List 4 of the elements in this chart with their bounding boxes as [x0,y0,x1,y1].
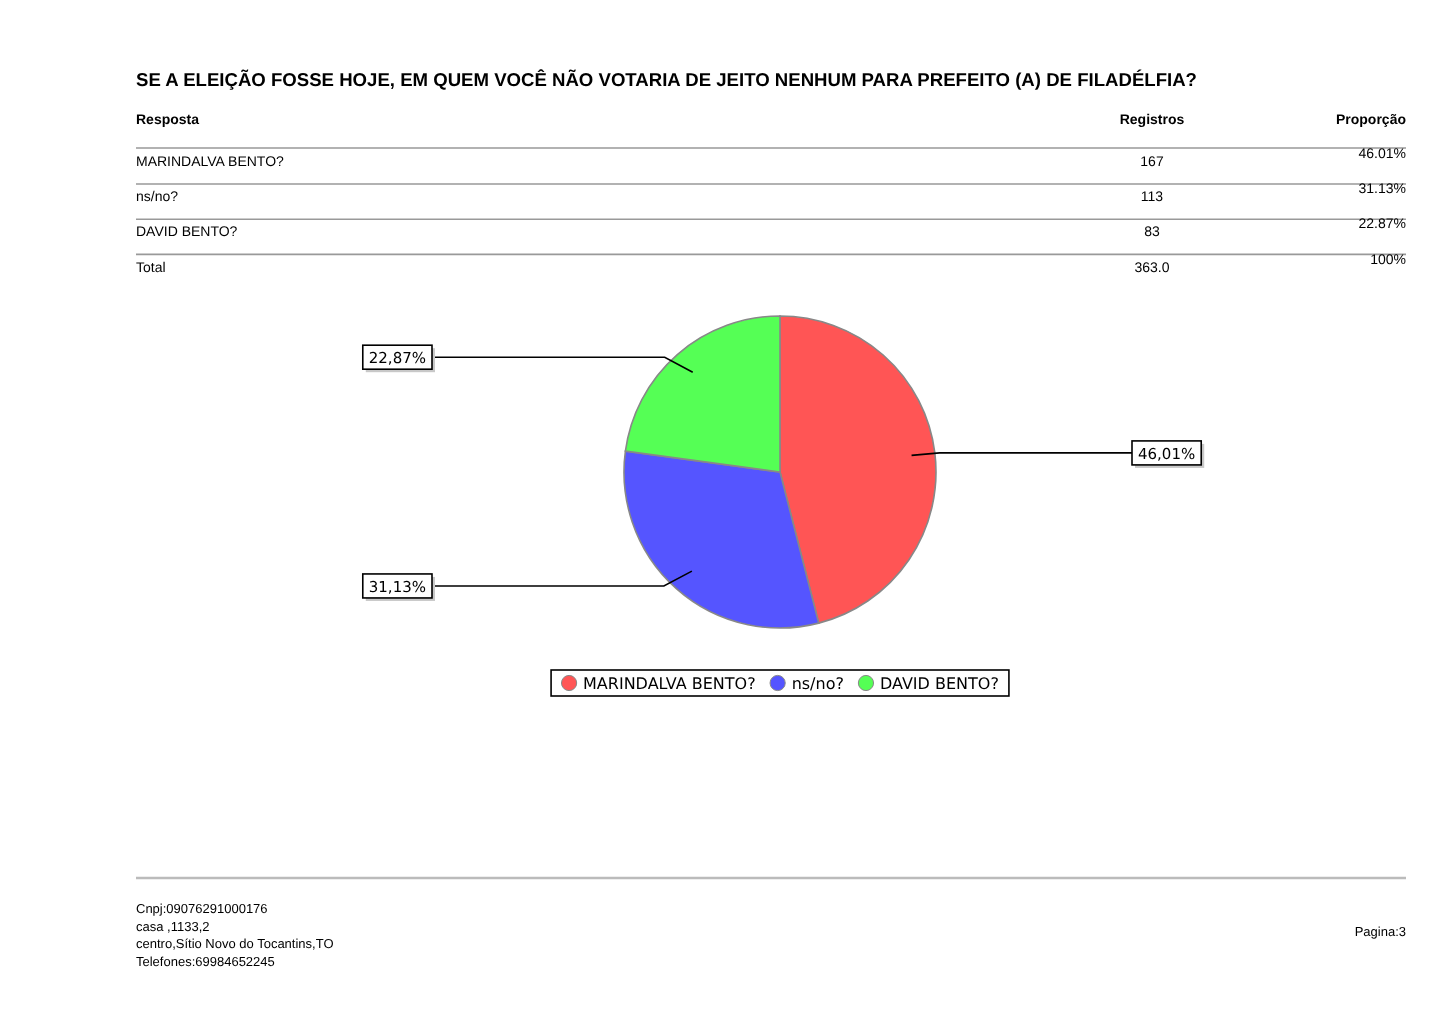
legend-label: DAVID BENTO? [879,674,999,693]
legend-label: ns/no? [791,674,844,693]
chart-title: SE A ELEIÇÃO FOSSE HOJE, EM QUEM VOCÊ NÃO VOTARIA DE JEITO NENHUM PARA PREFEITO (A) DE FILADÉLFIA? [136,68,1198,90]
legend-label: MARINDALVA BENTO? [583,674,756,693]
